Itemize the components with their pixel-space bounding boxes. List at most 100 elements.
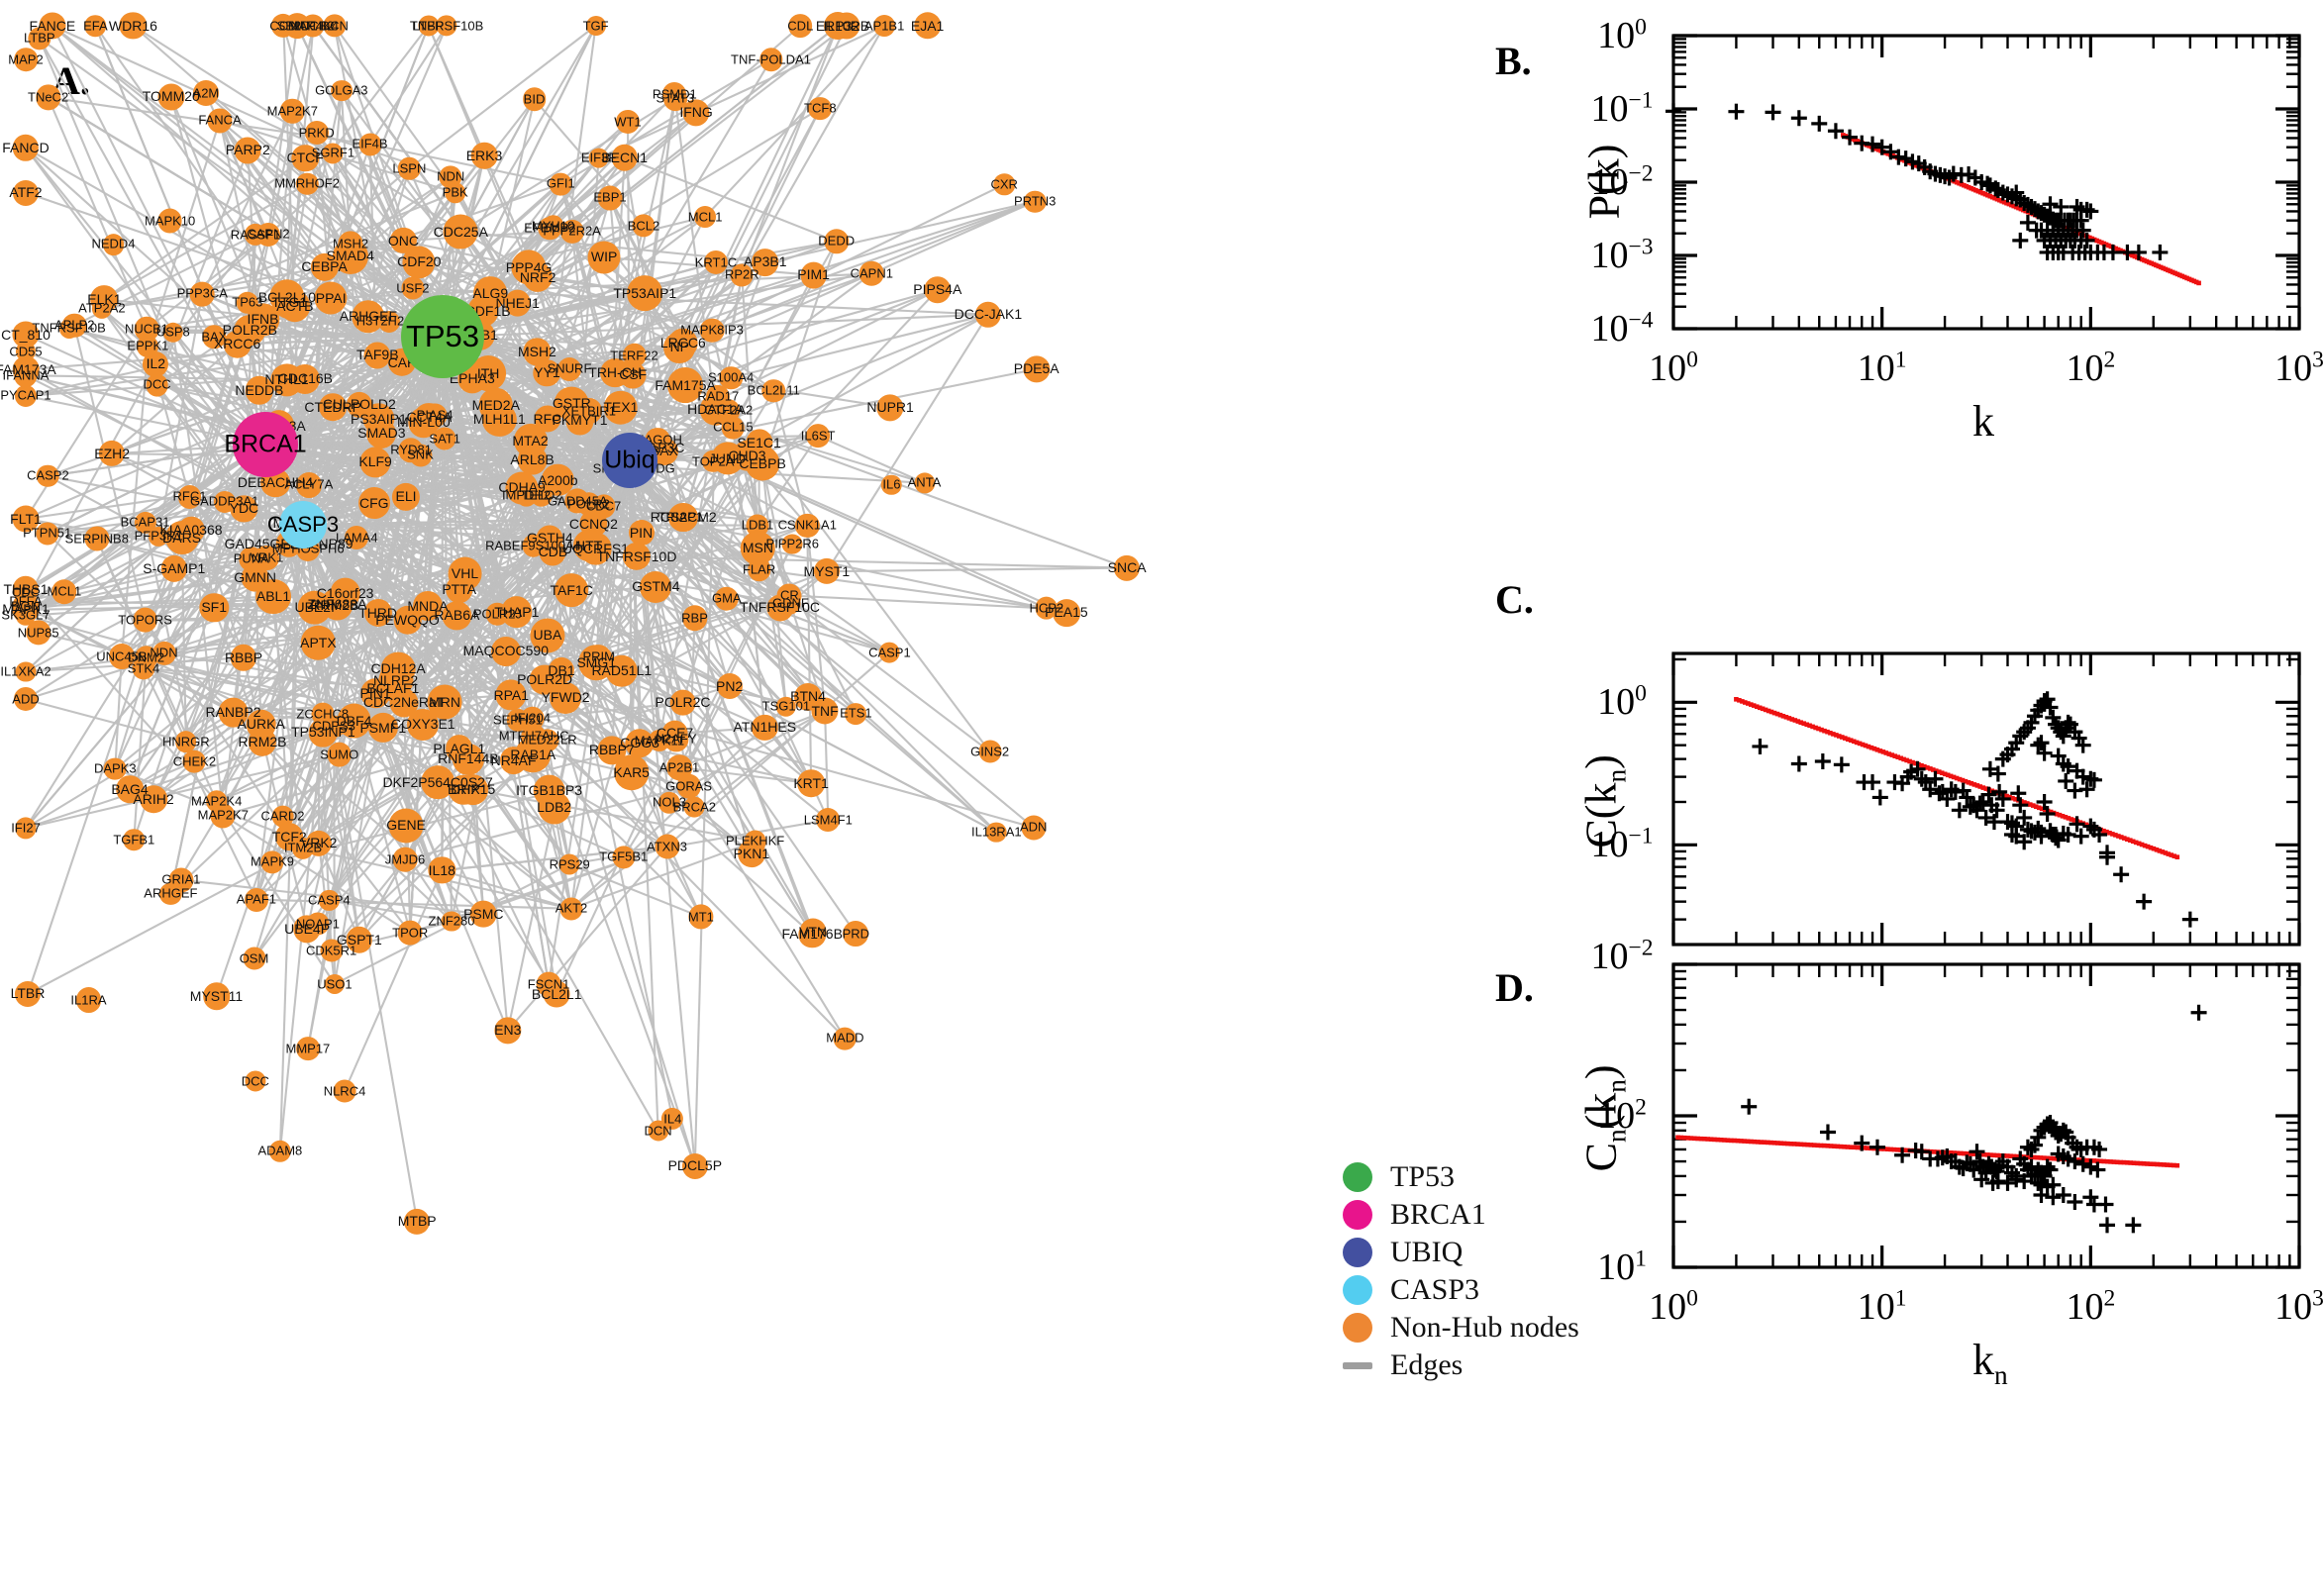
network-node[interactable]	[588, 148, 609, 169]
network-node[interactable]	[246, 303, 280, 337]
network-node[interactable]	[513, 423, 548, 458]
network-node[interactable]	[587, 241, 621, 274]
network-node[interactable]	[51, 578, 77, 605]
network-node[interactable]	[572, 530, 605, 562]
network-node[interactable]	[746, 429, 773, 456]
network-node[interactable]	[486, 603, 509, 626]
network-node[interactable]	[703, 250, 728, 275]
network-node[interactable]	[75, 987, 102, 1014]
network-node[interactable]	[504, 290, 532, 317]
network-node[interactable]	[160, 555, 187, 582]
network-node[interactable]	[766, 594, 794, 622]
network-node[interactable]	[390, 228, 417, 254]
network-node[interactable]	[985, 822, 1007, 843]
network-node[interactable]	[834, 1027, 857, 1050]
network-node[interactable]	[978, 740, 1002, 763]
network-node[interactable]	[706, 384, 731, 409]
network-node[interactable]	[202, 982, 231, 1011]
network-node[interactable]	[246, 709, 276, 740]
network-node[interactable]	[14, 363, 38, 387]
network-node[interactable]	[555, 573, 589, 607]
network-node[interactable]	[388, 808, 424, 844]
network-node[interactable]	[345, 526, 369, 550]
network-node[interactable]	[192, 80, 219, 107]
network-node[interactable]	[797, 769, 825, 797]
network-node[interactable]	[295, 1037, 320, 1061]
network-node[interactable]	[157, 208, 183, 234]
network-node[interactable]	[603, 390, 639, 425]
network-node[interactable]	[746, 514, 769, 538]
network-node[interactable]	[223, 330, 252, 358]
network-node[interactable]	[530, 618, 565, 653]
network-node[interactable]	[189, 281, 215, 307]
network-node[interactable]	[470, 142, 498, 169]
network-node[interactable]	[615, 110, 641, 135]
network-node[interactable]	[788, 14, 813, 38]
network-node[interactable]	[751, 248, 779, 276]
network-node[interactable]	[84, 15, 107, 37]
network-node[interactable]	[974, 301, 1002, 328]
network-node[interactable]	[15, 342, 37, 362]
network-node[interactable]	[716, 673, 743, 700]
network-node[interactable]	[177, 484, 202, 509]
network-node[interactable]	[816, 808, 841, 833]
network-node[interactable]	[297, 590, 333, 625]
network-node[interactable]	[1023, 190, 1047, 213]
network-node[interactable]	[26, 620, 51, 646]
network-node[interactable]	[798, 921, 826, 948]
network-node[interactable]	[585, 16, 606, 36]
network-node[interactable]	[146, 373, 168, 397]
network-node[interactable]	[269, 362, 304, 397]
network-node[interactable]	[323, 14, 347, 38]
network-node[interactable]	[808, 96, 833, 121]
network-node[interactable]	[478, 388, 514, 423]
network-node[interactable]	[833, 12, 860, 40]
network-node[interactable]	[558, 853, 580, 875]
network-node[interactable]	[357, 487, 390, 520]
network-node[interactable]	[413, 591, 443, 621]
network-node[interactable]	[268, 1140, 292, 1163]
network-node[interactable]	[280, 98, 305, 124]
network-node[interactable]	[557, 356, 581, 381]
network-node[interactable]	[255, 222, 280, 247]
network-node[interactable]	[699, 318, 725, 343]
network-node[interactable]	[13, 687, 39, 712]
network-node[interactable]	[304, 121, 329, 146]
network-node[interactable]	[881, 474, 902, 496]
network-node[interactable]	[12, 179, 40, 206]
network-node[interactable]	[761, 378, 786, 403]
network-node[interactable]	[108, 644, 135, 670]
network-node[interactable]	[611, 144, 638, 171]
network-node[interactable]	[543, 980, 570, 1008]
network-node[interactable]	[515, 483, 538, 507]
network-node[interactable]	[549, 172, 572, 196]
network-node[interactable]	[324, 973, 345, 995]
network-node[interactable]	[1021, 815, 1047, 841]
network-node[interactable]	[275, 823, 304, 851]
network-node[interactable]	[640, 570, 672, 603]
network-node[interactable]	[800, 261, 827, 289]
network-node[interactable]	[873, 15, 896, 37]
network-node[interactable]	[565, 406, 594, 436]
network-node[interactable]	[719, 365, 743, 390]
network-node[interactable]	[511, 249, 547, 285]
network-node[interactable]	[162, 322, 183, 343]
network-node[interactable]	[123, 829, 146, 851]
network-node[interactable]	[752, 714, 778, 741]
network-node[interactable]	[628, 520, 655, 547]
network-node[interactable]	[164, 521, 199, 554]
network-node[interactable]	[245, 1070, 266, 1092]
network-node[interactable]	[813, 558, 840, 585]
network-node[interactable]	[418, 15, 440, 37]
network-node[interactable]	[239, 546, 264, 572]
network-node[interactable]	[363, 342, 391, 368]
network-node[interactable]	[758, 48, 783, 71]
network-node[interactable]	[330, 79, 353, 102]
network-node[interactable]	[781, 534, 803, 554]
network-node[interactable]	[140, 785, 167, 813]
network-node[interactable]	[103, 757, 127, 781]
network-node[interactable]	[622, 542, 652, 571]
hub-node-casp3[interactable]	[279, 501, 327, 549]
network-node[interactable]	[213, 490, 236, 513]
network-node[interactable]	[35, 84, 61, 110]
